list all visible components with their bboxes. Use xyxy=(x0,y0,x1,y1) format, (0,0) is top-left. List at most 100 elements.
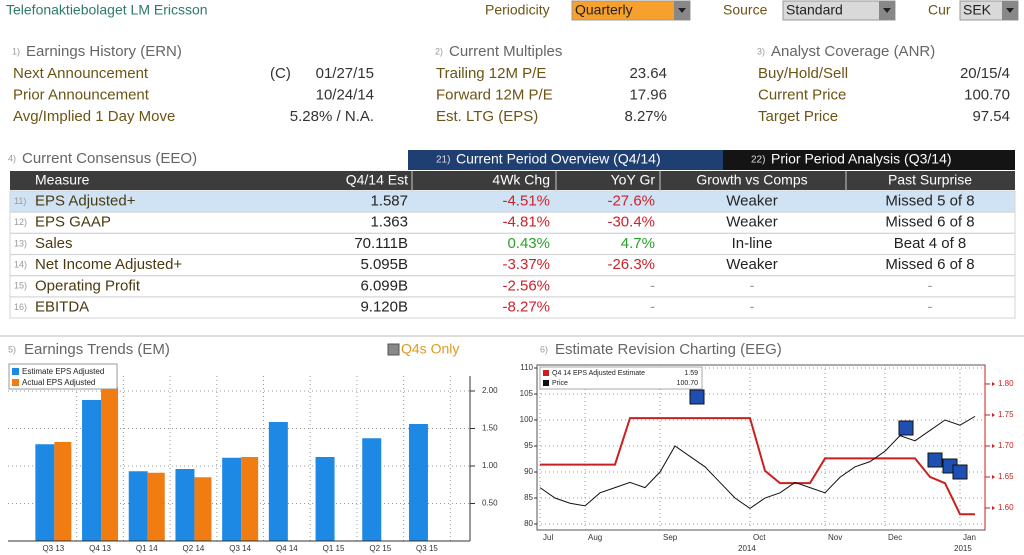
row-number: 13) xyxy=(14,238,27,248)
checkbox-label: Q4s Only xyxy=(401,341,459,357)
x-tick-label: Q1 14 xyxy=(136,544,158,553)
chart-title: Earnings Trends (EM) xyxy=(24,341,170,358)
legend-swatch xyxy=(12,368,19,375)
table-cell: Weaker xyxy=(726,214,777,231)
y2-tick-label: 1.70 xyxy=(998,441,1014,450)
tab[interactable] xyxy=(408,150,723,170)
legend-label: Estimate EPS Adjusted xyxy=(22,367,104,376)
bar xyxy=(147,472,165,541)
field-value: 23.64 xyxy=(629,65,667,82)
dropdown-arrow xyxy=(678,8,686,13)
x-tick-label: Oct xyxy=(753,533,766,542)
row-number: 15) xyxy=(14,281,27,291)
table-cell: -26.3% xyxy=(607,256,655,273)
table-cell: -3.37% xyxy=(502,256,550,273)
control-label: Cur xyxy=(928,2,951,18)
table-cell: -4.51% xyxy=(502,192,550,209)
x-tick-label: Q1 15 xyxy=(323,544,345,553)
y-tick-label: 90 xyxy=(524,467,533,476)
table-cell: 0.43% xyxy=(507,235,550,252)
y-tick-label: 110 xyxy=(520,363,533,372)
field-value: 17.96 xyxy=(629,86,667,103)
y2-tick-arrow xyxy=(992,505,995,510)
row-number: 11) xyxy=(14,196,26,206)
event-marker[interactable] xyxy=(927,452,943,468)
series-line xyxy=(539,415,976,510)
dropdown-value: SEK xyxy=(963,2,992,18)
table-cell: Missed 6 of 8 xyxy=(885,214,974,231)
table-cell: 4.7% xyxy=(621,235,655,252)
bar xyxy=(362,438,382,541)
field-value: 01/27/15 xyxy=(316,65,374,82)
legend-swatch xyxy=(543,370,549,376)
field-value: 5.28% / N.A. xyxy=(290,108,374,125)
tab-label: Prior Period Analysis (Q3/14) xyxy=(771,151,952,167)
column-header: Measure xyxy=(35,172,90,188)
table-cell: -2.56% xyxy=(502,277,550,294)
event-marker[interactable] xyxy=(689,389,705,405)
series-line xyxy=(540,417,975,516)
table-cell: EBITDA xyxy=(35,298,89,315)
y2-tick-label: 1.75 xyxy=(998,410,1014,419)
legend-box xyxy=(539,366,703,390)
x-tick-label: Dec xyxy=(888,533,902,542)
table-cell: 9.120B xyxy=(360,298,408,315)
x-tick-label: Aug xyxy=(588,533,602,542)
year-label: 2014 xyxy=(738,544,756,553)
x-tick-label: Q3 13 xyxy=(42,544,64,553)
field-label: Buy/Hold/Sell xyxy=(758,65,848,82)
checkbox[interactable] xyxy=(387,343,400,356)
tab[interactable] xyxy=(723,150,1015,170)
section-title: Analyst Coverage (ANR) xyxy=(771,43,935,60)
y-tick-label: 80 xyxy=(524,519,533,528)
field-label: Next Announcement xyxy=(13,65,149,82)
legend-label: Q4 14 EPS Adjusted Estimate xyxy=(552,370,645,377)
y-tick-label: 1.50 xyxy=(482,424,498,433)
event-marker[interactable] xyxy=(952,464,968,480)
y-tick-label: 2.00 xyxy=(482,386,498,395)
bar xyxy=(175,469,195,541)
column-header: 4Wk Chg xyxy=(492,172,550,188)
x-tick-label: Q2 15 xyxy=(369,544,391,553)
table-row[interactable] xyxy=(9,296,1016,319)
y2-tick-label: 1.65 xyxy=(998,472,1014,481)
dropdown-arrow xyxy=(883,8,891,13)
field-value: 10/24/14 xyxy=(316,86,374,103)
field-prefix: (C) xyxy=(270,65,291,82)
x-tick-label: Q4 14 xyxy=(276,544,298,553)
row-number: 12) xyxy=(14,217,27,227)
table-cell: - xyxy=(650,298,655,315)
table-cell: 70.111B xyxy=(354,235,408,252)
table-cell: Beat 4 of 8 xyxy=(894,235,967,252)
section-number: 4) xyxy=(8,153,16,163)
table-cell: - xyxy=(750,277,755,294)
bar xyxy=(408,424,428,541)
event-marker[interactable] xyxy=(898,420,914,436)
bar xyxy=(128,471,148,541)
section-number: 2) xyxy=(435,46,443,56)
legend-value: 100.70 xyxy=(677,380,699,387)
table-cell: Operating Profit xyxy=(35,277,141,294)
bar xyxy=(54,442,72,541)
dropdown-arrow xyxy=(1006,8,1014,13)
legend-swatch xyxy=(12,379,19,386)
control-label: Periodicity xyxy=(485,2,550,18)
field-label: Est. LTG (EPS) xyxy=(436,108,538,125)
y-tick-label: 105 xyxy=(520,389,534,398)
x-tick-label: Q3 14 xyxy=(229,544,251,553)
table-cell: - xyxy=(650,277,655,294)
section-number: 6) xyxy=(540,344,548,354)
field-label: Prior Announcement xyxy=(13,86,150,103)
table-header xyxy=(10,171,1015,190)
field-label: Forward 12M P/E xyxy=(436,86,553,103)
column-header: Q4/14 Est xyxy=(346,172,408,188)
y-tick-label: 100 xyxy=(520,415,534,424)
bar xyxy=(101,387,119,541)
y-tick-label: 85 xyxy=(524,493,533,502)
y-tick-label: 0.50 xyxy=(482,499,498,508)
x-tick-label: Nov xyxy=(828,533,842,542)
section-title: Earnings History (ERN) xyxy=(26,43,182,60)
control-label: Source xyxy=(723,2,768,18)
